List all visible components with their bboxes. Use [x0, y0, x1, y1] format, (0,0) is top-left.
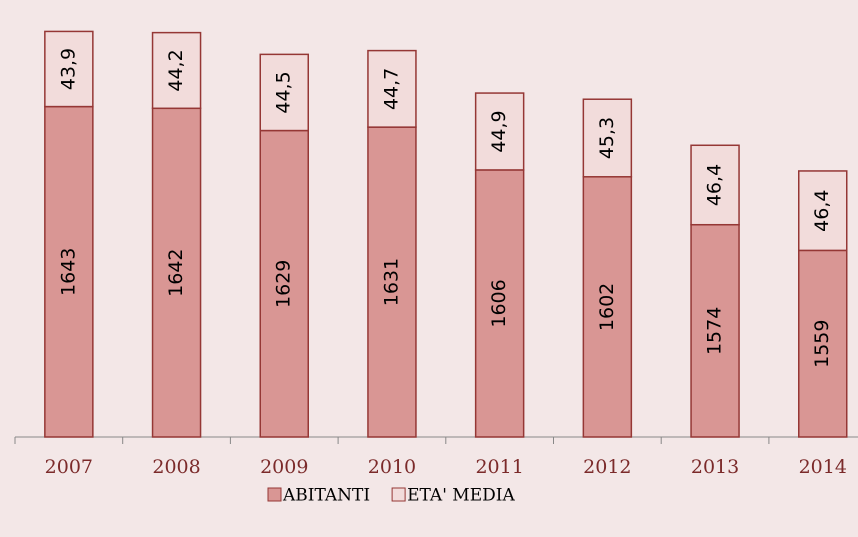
bar-segment	[367, 49, 417, 128]
data-label: 1642	[165, 248, 187, 296]
legend-swatch	[267, 487, 282, 502]
x-tick-label: 2009	[260, 456, 308, 478]
x-tick-label: 2007	[45, 456, 93, 478]
bar-segment	[44, 30, 94, 108]
bar-segment	[259, 129, 309, 438]
x-tick-label: 2008	[152, 456, 200, 478]
data-label: 1631	[380, 258, 402, 306]
x-tick-label: 2010	[368, 456, 416, 478]
x-tick-label: 2012	[583, 456, 631, 478]
x-tick-label: 2011	[475, 456, 523, 478]
data-label: 1559	[811, 320, 833, 368]
data-label: 43,9	[57, 48, 79, 90]
data-label: 1643	[57, 248, 79, 296]
data-label: 1574	[704, 307, 726, 355]
x-tick-label: 2013	[691, 456, 739, 478]
data-label: 44,5	[273, 71, 295, 113]
legend-label: ETA' MEDIA	[407, 486, 515, 506]
bar-segment	[690, 144, 740, 226]
bar-segment	[582, 98, 633, 178]
data-label: 44,2	[165, 49, 187, 91]
legend-label: ABITANTI	[282, 486, 370, 506]
bar-segment	[798, 249, 848, 438]
bar-segment	[474, 92, 525, 171]
data-label: 46,4	[811, 190, 833, 232]
bar-segment	[259, 53, 309, 132]
data-label: 44,9	[488, 110, 510, 152]
data-label: 44,7	[380, 68, 402, 110]
data-label: 45,3	[596, 117, 618, 159]
data-label: 1629	[273, 260, 295, 308]
data-label: 1602	[596, 283, 618, 331]
bar-segment	[44, 105, 94, 438]
x-tick-label: 2014	[799, 456, 847, 478]
data-label: 46,4	[704, 164, 726, 206]
bar-segment	[798, 170, 848, 252]
bar-segment	[151, 31, 202, 110]
bar-segment	[474, 169, 525, 438]
data-label: 1606	[488, 279, 510, 327]
legend-swatch	[391, 487, 406, 502]
